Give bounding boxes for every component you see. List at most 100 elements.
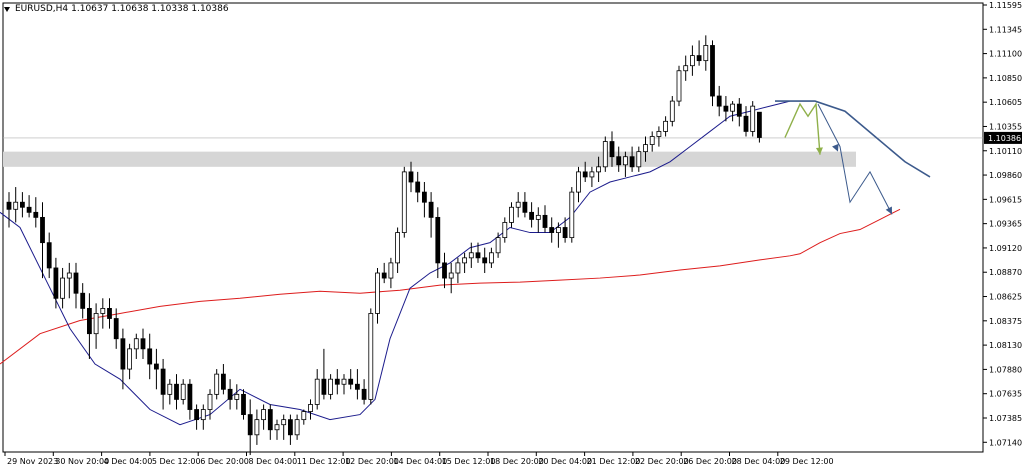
candle-body xyxy=(127,348,132,370)
candle-body xyxy=(562,227,568,239)
candle-body xyxy=(308,404,313,412)
candle-body xyxy=(100,308,106,314)
candle-body xyxy=(287,419,293,436)
candle-body xyxy=(140,338,146,350)
candle-body xyxy=(549,227,555,233)
candle-body xyxy=(187,383,193,410)
candle-body xyxy=(167,383,173,395)
candle-body xyxy=(696,55,702,62)
x-tick-label: 20 Dec 04:00 xyxy=(538,457,592,466)
candle-body xyxy=(153,363,159,370)
x-tick-label: 28 Dec 04:00 xyxy=(732,457,786,466)
forecast-arrow-icon xyxy=(832,143,839,152)
y-tick-label: 1.10605 xyxy=(989,98,1022,107)
x-tick-label: 5 Dec 12:00 xyxy=(152,457,201,466)
x-tick-label: 26 Dec 20:00 xyxy=(683,457,737,466)
y-tick-label: 1.11595 xyxy=(989,1,1022,10)
candle-body xyxy=(643,144,648,153)
y-tick-label: 1.07140 xyxy=(989,438,1022,447)
y-tick-label: 1.07385 xyxy=(989,414,1022,423)
candle-body xyxy=(576,171,581,193)
candle-body xyxy=(267,409,273,431)
candle-body xyxy=(375,272,380,314)
candle-body xyxy=(515,201,521,208)
candle-body xyxy=(227,388,233,400)
candle-body xyxy=(180,383,186,400)
candle-body xyxy=(616,156,622,166)
candle-body xyxy=(19,201,25,208)
current-price-label: 1.10386 xyxy=(988,134,1021,143)
forecast-blue-path xyxy=(817,103,893,215)
y-tick-label: 1.11345 xyxy=(989,25,1022,34)
x-tick-label: 15 Dec 12:00 xyxy=(442,457,496,466)
candle-body xyxy=(475,252,481,259)
candle-body xyxy=(46,242,52,269)
candle-body xyxy=(455,262,461,274)
candle-body xyxy=(348,378,354,385)
x-tick-label: 4 Dec 04:00 xyxy=(104,457,153,466)
candle-body xyxy=(602,141,608,168)
candle-body xyxy=(582,171,588,178)
candle-body xyxy=(482,257,488,264)
candle-body xyxy=(730,103,735,112)
candle-body xyxy=(468,252,474,259)
candle-body xyxy=(428,201,434,218)
candle-body xyxy=(314,378,320,405)
candle-body xyxy=(542,214,548,228)
symbol-timeframe: EURUSD,H4 xyxy=(15,4,69,14)
candle-body xyxy=(234,393,240,400)
dropdown-arrow-icon[interactable] xyxy=(4,6,10,12)
candle-body xyxy=(448,272,454,279)
y-tick-label: 1.07635 xyxy=(989,390,1022,399)
candle-body xyxy=(80,292,86,309)
x-tick-label: 8 Dec 04:00 xyxy=(249,457,298,466)
candle-body xyxy=(629,156,635,168)
y-tick-label: 1.08625 xyxy=(989,293,1022,302)
y-tick-label: 1.10110 xyxy=(989,147,1022,156)
candle-body xyxy=(596,166,601,173)
y-tick-label: 1.07880 xyxy=(989,365,1022,374)
candle-body xyxy=(750,105,756,132)
candle-body xyxy=(676,70,682,102)
candle-body xyxy=(247,414,253,436)
x-tick-label: 29 Dec 12:00 xyxy=(780,457,834,466)
x-tick-label: 6 Dec 20:00 xyxy=(200,457,249,466)
candle-body xyxy=(220,373,226,390)
candle-body xyxy=(147,348,153,365)
candle-body xyxy=(133,338,139,350)
candle-body xyxy=(401,171,407,233)
x-tick-label: 29 Nov 2023 xyxy=(7,457,58,466)
current-price-tag xyxy=(984,131,1022,144)
candle-body xyxy=(194,409,200,421)
candle-body xyxy=(723,105,729,112)
x-tick-label: 14 Dec 04:00 xyxy=(393,457,447,466)
candle-body xyxy=(66,272,72,279)
candle-body xyxy=(174,383,179,400)
candle-body xyxy=(26,206,32,213)
candle-body xyxy=(334,378,340,385)
candle-body xyxy=(301,411,307,421)
forecast-ma-curve xyxy=(775,100,931,178)
forecast-arrow-icon xyxy=(815,147,823,155)
candle-body xyxy=(254,419,260,436)
y-tick-label: 1.09365 xyxy=(989,220,1022,229)
forecast-green-path xyxy=(784,102,821,155)
x-tick-label: 22 Dec 20:00 xyxy=(635,457,689,466)
y-tick-label: 1.10355 xyxy=(989,122,1022,131)
candle-body xyxy=(649,136,655,145)
candle-body xyxy=(294,419,300,436)
candle-body xyxy=(522,201,528,213)
candle-body xyxy=(421,191,427,203)
candle-body xyxy=(33,211,39,218)
candle-body xyxy=(6,201,12,210)
y-tick-label: 1.09615 xyxy=(989,195,1022,204)
sma-slow-line xyxy=(0,208,901,365)
sma-fast-line xyxy=(0,100,791,426)
candle-body xyxy=(328,378,334,395)
y-tick-label: 1.09120 xyxy=(989,244,1022,253)
candle-body xyxy=(435,216,441,264)
candle-body xyxy=(321,378,327,395)
candle-body xyxy=(683,65,689,72)
